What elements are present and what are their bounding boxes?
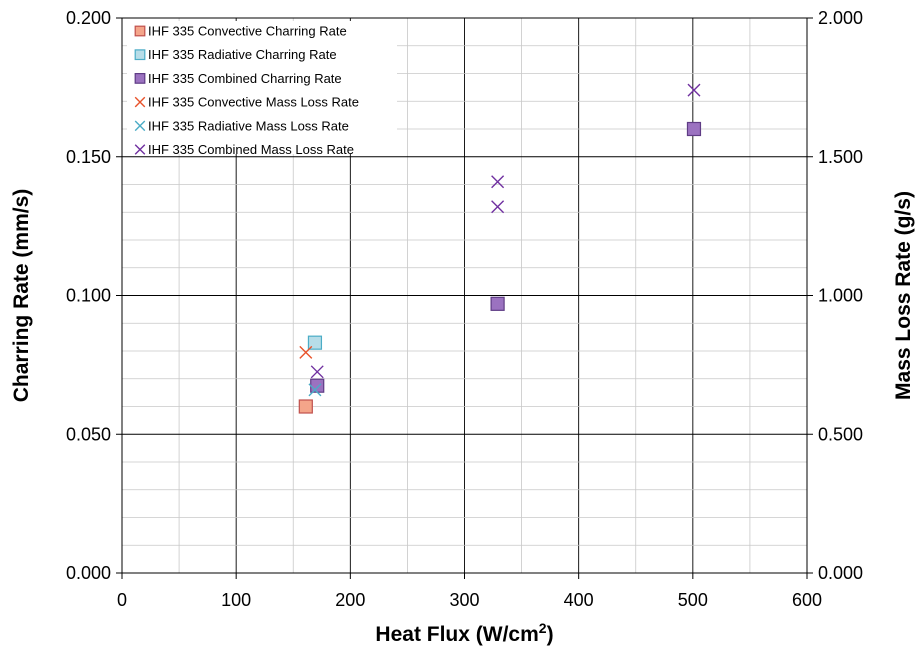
legend-label: IHF 335 Combined Charring Rate bbox=[148, 71, 342, 86]
data-point-x bbox=[310, 365, 324, 379]
x-tick-label: 300 bbox=[449, 590, 479, 610]
y-axis-title: Charring Rate (mm/s) bbox=[10, 189, 33, 403]
x-axis-title-sup: 2 bbox=[539, 620, 547, 636]
x-axis-title: Heat Flux (W/cm2) bbox=[375, 620, 553, 646]
y-tick-label: 0.000 bbox=[66, 563, 111, 583]
data-point-square bbox=[298, 399, 313, 414]
legend-label: IHF 335 Convective Mass Loss Rate bbox=[148, 95, 359, 110]
x-tick-label: 100 bbox=[221, 590, 251, 610]
data-point-square bbox=[490, 296, 505, 311]
data-point-x bbox=[308, 383, 322, 397]
x-tick-label: 0 bbox=[117, 590, 127, 610]
y2-tick-label: 2.000 bbox=[818, 8, 863, 28]
y2-tick-label: 1.000 bbox=[818, 286, 863, 306]
x-axis-title-end: ) bbox=[547, 623, 554, 646]
data-point-x bbox=[491, 175, 505, 189]
legend-label: IHF 335 Radiative Charring Rate bbox=[148, 47, 337, 62]
y2-tick-label: 0.500 bbox=[818, 424, 863, 444]
y-tick-label: 0.200 bbox=[66, 8, 111, 28]
legend-marker bbox=[134, 120, 146, 132]
x-tick-label: 600 bbox=[792, 590, 822, 610]
y2-tick-label: 1.500 bbox=[818, 147, 863, 167]
legend-label: IHF 335 Combined Mass Loss Rate bbox=[148, 142, 354, 157]
data-point-x bbox=[687, 83, 701, 97]
x-axis-title-main: Heat Flux (W/cm bbox=[375, 623, 538, 646]
tick-labels: 0 100 200 300 400 500 600 0.000 0.050 0.100 0.150 0… bbox=[66, 8, 863, 610]
x-tick-label: 400 bbox=[564, 590, 594, 610]
data-point-x bbox=[299, 345, 313, 359]
legend-label: IHF 335 Convective Charring Rate bbox=[148, 24, 347, 39]
legend-marker bbox=[134, 49, 146, 61]
y2-tick-label: 0.000 bbox=[818, 563, 863, 583]
legend-marker bbox=[134, 144, 146, 155]
x-tick-label: 500 bbox=[678, 590, 708, 610]
data-marks bbox=[298, 83, 702, 414]
data-point-square bbox=[307, 335, 323, 350]
legend-marker bbox=[134, 72, 146, 84]
data-point-square bbox=[310, 378, 325, 393]
y-tick-label: 0.050 bbox=[66, 424, 111, 444]
data-point-x bbox=[491, 200, 505, 214]
legend: IHF 335 Convective Charring Rate IHF 335 … bbox=[127, 21, 397, 157]
y-tick-label: 0.150 bbox=[66, 147, 111, 167]
legend-label: IHF 335 Radiative Mass Loss Rate bbox=[148, 118, 349, 133]
legend-marker bbox=[134, 96, 146, 108]
data-point-square bbox=[686, 121, 702, 137]
y-tick-label: 0.100 bbox=[66, 286, 111, 306]
y2-axis-title: Mass Loss Rate (g/s) bbox=[892, 191, 915, 400]
legend-marker bbox=[134, 25, 146, 37]
x-tick-label: 200 bbox=[335, 590, 365, 610]
legend-box bbox=[127, 21, 397, 154]
